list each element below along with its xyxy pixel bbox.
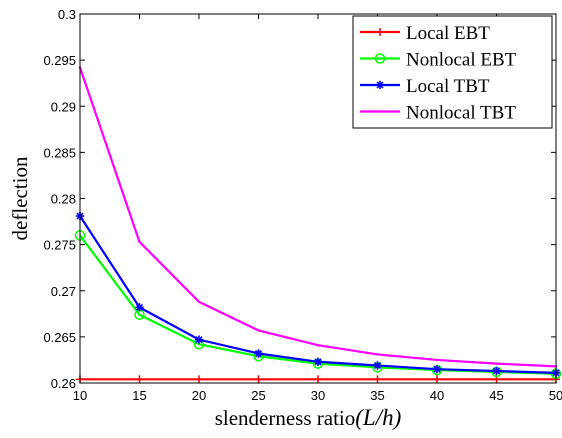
data-point: [257, 329, 260, 332]
x-tick-label: 20: [192, 388, 206, 403]
legend-item: Local EBT: [360, 23, 490, 44]
y-tick-label: 0.28: [51, 192, 76, 207]
data-point: [194, 335, 204, 344]
y-tick-label: 0.26: [51, 376, 76, 391]
y-tick-label: 0.285: [43, 145, 76, 160]
legend-item: Local TBT: [360, 76, 490, 97]
legend-label: Local TBT: [406, 76, 490, 97]
data-point: [376, 353, 379, 356]
legend-swatch-marker: [374, 53, 386, 64]
y-tick-label: 0.29: [51, 99, 76, 114]
y-tick-label: 0.27: [51, 284, 76, 299]
series-local-tbt: [75, 211, 561, 378]
y-tick-label: 0.265: [43, 330, 76, 345]
data-point: [373, 375, 382, 384]
data-point: [316, 343, 320, 347]
x-axis-title: slenderness ratio(L/h): [215, 405, 402, 430]
data-point: [492, 366, 501, 376]
x-tick-label: 35: [370, 388, 384, 403]
series-nonlocal-tbt: [78, 66, 558, 368]
data-point: [314, 375, 322, 384]
plot-frame: [79, 13, 557, 384]
data-point: [254, 349, 263, 358]
x-axis-title-text: slenderness ratio: [215, 406, 356, 430]
x-tick-label: 45: [489, 388, 503, 403]
data-point: [435, 358, 439, 362]
legend-label: Local EBT: [406, 23, 490, 44]
legend-swatch-marker: [376, 28, 384, 36]
x-tick-label: 30: [311, 388, 325, 403]
data-point: [495, 362, 498, 365]
data-point: [197, 300, 201, 304]
data-point: [373, 361, 382, 370]
legend-swatch-marker: [375, 80, 385, 90]
legend-label: Nonlocal TBT: [406, 103, 516, 124]
data-point: [195, 375, 203, 384]
x-tick-label: 25: [251, 388, 265, 403]
y-axis-ticks: 0.26 0.265 0.27 0.275 0.28 0.285 0.29 0.295 0.3: [43, 7, 556, 391]
legend-swatch-marker: [378, 110, 382, 113]
x-tick-label: 15: [132, 388, 146, 403]
legend-item: Nonlocal TBT: [360, 103, 516, 124]
x-tick-label: 50: [549, 388, 562, 403]
data-point: [433, 375, 441, 384]
legend: Local EBT Nonlocal EBT Local TBT Nonlocal T…: [352, 15, 553, 129]
y-tick-label: 0.295: [43, 53, 76, 68]
series-layer: [74, 66, 562, 384]
data-point: [135, 303, 144, 312]
y-tick-label: 0.275: [43, 238, 76, 253]
legend-item: Nonlocal EBT: [360, 50, 517, 71]
legend-label: Nonlocal EBT: [406, 50, 517, 71]
y-tick-label: 0.3: [58, 7, 76, 22]
data-point: [313, 357, 323, 366]
data-point: [432, 364, 442, 374]
data-point: [254, 375, 263, 384]
x-axis-title-math: (L/h): [355, 405, 401, 430]
x-tick-label: 10: [73, 388, 87, 403]
x-tick-label: 40: [430, 388, 444, 403]
y-axis-title: deflection: [8, 156, 32, 240]
data-point: [135, 375, 144, 384]
legend-box: [352, 15, 553, 129]
data-point: [138, 240, 141, 244]
